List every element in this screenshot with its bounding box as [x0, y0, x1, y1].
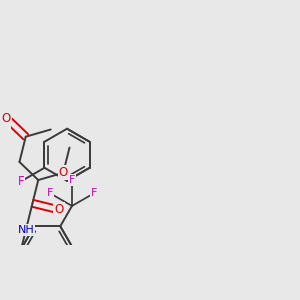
Text: F: F	[46, 188, 53, 198]
Text: O: O	[58, 166, 68, 179]
Text: F: F	[69, 175, 75, 185]
Text: O: O	[54, 203, 64, 216]
Text: F: F	[18, 175, 24, 188]
Text: F: F	[91, 188, 98, 198]
Text: NH: NH	[17, 225, 34, 235]
Text: O: O	[2, 112, 11, 125]
